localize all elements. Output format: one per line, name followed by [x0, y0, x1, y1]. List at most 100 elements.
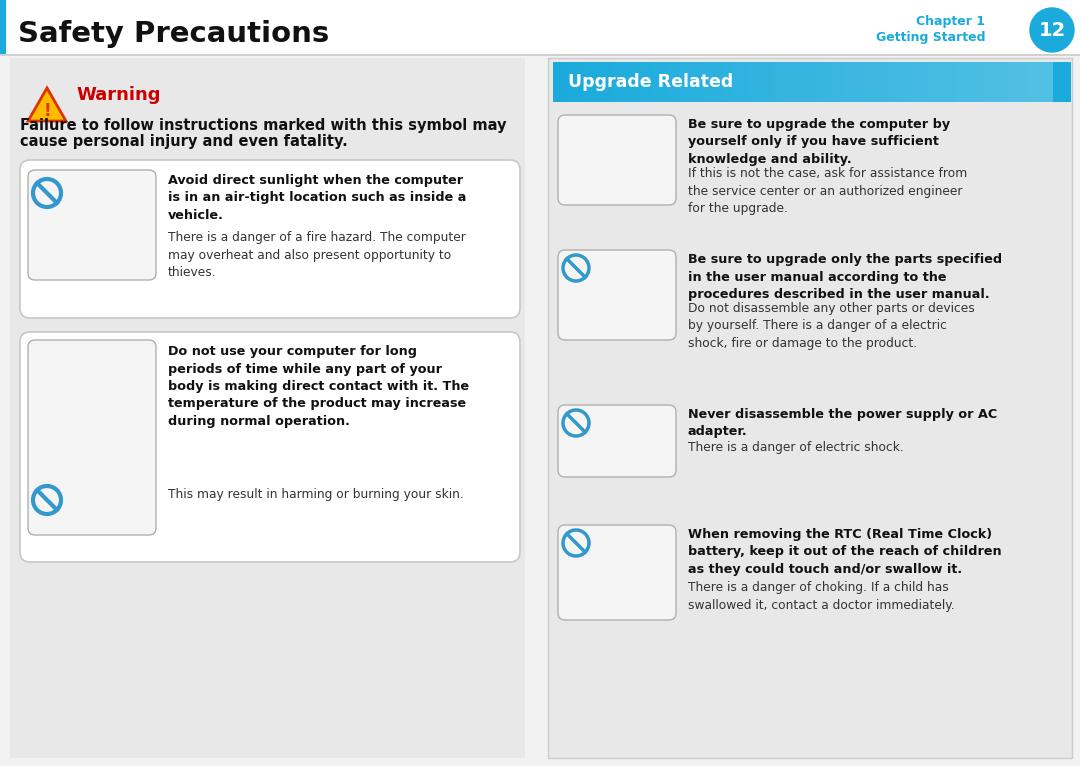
- Bar: [848, 62, 853, 102]
- Bar: [558, 62, 563, 102]
- Bar: [703, 62, 708, 102]
- Bar: [658, 62, 663, 102]
- Text: Getting Started: Getting Started: [876, 31, 985, 44]
- Bar: [948, 62, 953, 102]
- Bar: [653, 62, 658, 102]
- FancyBboxPatch shape: [558, 525, 676, 620]
- Bar: [548, 58, 1072, 758]
- Text: Upgrade Related: Upgrade Related: [568, 73, 733, 91]
- Bar: [593, 62, 598, 102]
- Bar: [823, 62, 828, 102]
- Bar: [808, 62, 813, 102]
- Bar: [943, 62, 948, 102]
- Bar: [973, 62, 978, 102]
- Bar: [762, 62, 768, 102]
- Bar: [868, 62, 873, 102]
- Bar: [669, 62, 673, 102]
- Bar: [918, 62, 923, 102]
- Bar: [553, 62, 558, 102]
- Bar: [1013, 62, 1018, 102]
- Text: Avoid direct sunlight when the computer
is in an air-tight location such as insi: Avoid direct sunlight when the computer …: [168, 174, 467, 222]
- Bar: [939, 62, 943, 102]
- Bar: [758, 62, 762, 102]
- Bar: [793, 62, 798, 102]
- Bar: [688, 62, 693, 102]
- Bar: [663, 62, 669, 102]
- Bar: [608, 62, 613, 102]
- Text: Do not disassemble any other parts or devices
by yourself. There is a danger of : Do not disassemble any other parts or de…: [688, 302, 975, 350]
- Text: Warning: Warning: [76, 86, 161, 104]
- Bar: [1043, 62, 1048, 102]
- Bar: [583, 62, 588, 102]
- Bar: [728, 62, 733, 102]
- Bar: [0, 0, 6, 55]
- Bar: [733, 62, 738, 102]
- Bar: [0, 0, 1080, 55]
- Bar: [1028, 62, 1032, 102]
- Bar: [958, 62, 963, 102]
- Bar: [1038, 62, 1043, 102]
- Bar: [783, 62, 788, 102]
- Bar: [648, 62, 653, 102]
- Bar: [903, 62, 908, 102]
- Bar: [978, 62, 983, 102]
- Bar: [768, 62, 773, 102]
- Bar: [723, 62, 728, 102]
- Text: There is a danger of choking. If a child has
swallowed it, contact a doctor imme: There is a danger of choking. If a child…: [688, 581, 955, 611]
- Bar: [693, 62, 698, 102]
- Text: Do not use your computer for long
periods of time while any part of your
body is: Do not use your computer for long period…: [168, 345, 469, 428]
- Bar: [1023, 62, 1028, 102]
- Bar: [548, 58, 1072, 758]
- Bar: [908, 62, 913, 102]
- FancyBboxPatch shape: [28, 340, 156, 535]
- Text: !: !: [43, 102, 51, 119]
- Bar: [778, 62, 783, 102]
- Bar: [897, 62, 903, 102]
- Bar: [0, 54, 1080, 56]
- Bar: [788, 62, 793, 102]
- FancyBboxPatch shape: [558, 115, 676, 205]
- Bar: [988, 62, 993, 102]
- Bar: [838, 62, 843, 102]
- FancyBboxPatch shape: [558, 250, 676, 340]
- Text: 12: 12: [1038, 21, 1066, 40]
- Bar: [833, 62, 838, 102]
- Bar: [843, 62, 848, 102]
- Bar: [883, 62, 888, 102]
- Bar: [553, 62, 1071, 102]
- Polygon shape: [28, 88, 66, 121]
- Bar: [828, 62, 833, 102]
- Bar: [853, 62, 858, 102]
- Bar: [993, 62, 998, 102]
- Bar: [933, 62, 939, 102]
- Bar: [618, 62, 623, 102]
- Text: There is a danger of a fire hazard. The computer
may overheat and also present o: There is a danger of a fire hazard. The …: [168, 231, 465, 279]
- Bar: [578, 62, 583, 102]
- Bar: [673, 62, 678, 102]
- Bar: [1008, 62, 1013, 102]
- Bar: [858, 62, 863, 102]
- Bar: [588, 62, 593, 102]
- Bar: [998, 62, 1003, 102]
- Bar: [913, 62, 918, 102]
- Text: There is a danger of electric shock.: There is a danger of electric shock.: [688, 441, 904, 454]
- Bar: [598, 62, 603, 102]
- Text: Failure to follow instructions marked with this symbol may: Failure to follow instructions marked wi…: [21, 118, 507, 133]
- Text: Be sure to upgrade the computer by
yourself only if you have sufficient
knowledg: Be sure to upgrade the computer by yours…: [688, 118, 950, 166]
- Bar: [1003, 62, 1008, 102]
- Bar: [738, 62, 743, 102]
- Bar: [743, 62, 748, 102]
- Bar: [963, 62, 968, 102]
- Bar: [623, 62, 627, 102]
- Bar: [698, 62, 703, 102]
- Text: cause personal injury and even fatality.: cause personal injury and even fatality.: [21, 134, 348, 149]
- Bar: [563, 62, 568, 102]
- Bar: [748, 62, 753, 102]
- Bar: [804, 62, 808, 102]
- Text: Chapter 1: Chapter 1: [916, 15, 985, 28]
- Bar: [573, 62, 578, 102]
- Bar: [873, 62, 878, 102]
- Bar: [718, 62, 723, 102]
- Text: Be sure to upgrade only the parts specified
in the user manual according to the
: Be sure to upgrade only the parts specif…: [688, 253, 1002, 301]
- Bar: [863, 62, 868, 102]
